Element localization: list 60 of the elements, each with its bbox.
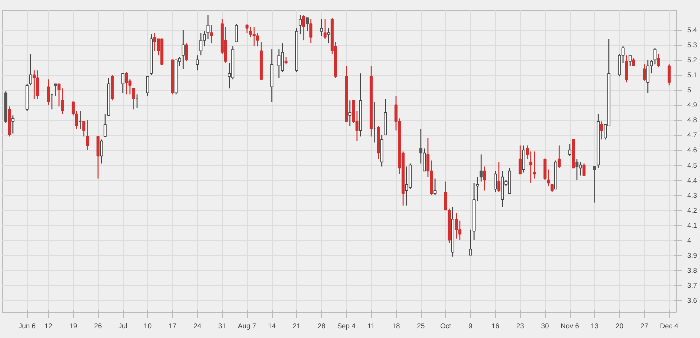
candlestick: [628, 55, 632, 67]
candlestick: [518, 145, 522, 175]
candlestick: [657, 54, 660, 68]
candlestick: [146, 76, 150, 97]
candlestick: [246, 24, 249, 34]
candlestick: [654, 48, 657, 66]
candlestick: [12, 115, 15, 134]
candlestick: [494, 170, 498, 193]
candlestick: [643, 64, 646, 82]
candlestick: [420, 128, 423, 164]
candlestick: [182, 30, 185, 70]
candlestick: [646, 60, 650, 94]
candlestick: [324, 19, 327, 40]
candlestick: [235, 24, 238, 43]
candlestick: [306, 18, 310, 32]
candlestick: [423, 148, 426, 172]
candlestick: [110, 74, 114, 102]
candlestick: [348, 100, 352, 127]
candlestick: [582, 163, 586, 176]
candlestick: [278, 49, 281, 79]
candlestick: [200, 32, 203, 56]
candlestick: [270, 49, 274, 103]
candlestick: [320, 19, 324, 37]
candlestick: [508, 168, 512, 194]
candlestick: [327, 28, 330, 44]
candlestick: [210, 25, 214, 44]
candlestick: [122, 73, 125, 94]
candlestick: [558, 145, 561, 169]
candlestick: [480, 154, 483, 182]
candlestick: [86, 120, 90, 151]
candlestick: [483, 166, 486, 192]
candlestick: [600, 121, 604, 140]
candlestick: [579, 162, 582, 176]
candlestick: [196, 55, 200, 72]
candlestick: [593, 166, 596, 204]
candlestick: [522, 145, 526, 174]
candlestick: [154, 32, 157, 52]
candlestick: [302, 14, 306, 42]
candlestick: [96, 136, 100, 180]
candlestick: [252, 26, 256, 48]
candlestick: [625, 55, 628, 84]
candlestick: [498, 162, 501, 193]
candlestick: [501, 170, 504, 208]
candlestick: [100, 139, 104, 164]
candlestick: [185, 43, 188, 62]
candlestick: [576, 158, 579, 181]
candlestick: [530, 151, 533, 184]
candlestick: [47, 79, 50, 106]
candlestick: [568, 144, 572, 157]
candlestick: [405, 166, 408, 206]
candlestick: [668, 64, 671, 86]
candlestick: [54, 84, 58, 97]
candlestick: [533, 151, 536, 180]
candlestick: [310, 19, 313, 44]
candlestick: [32, 70, 36, 100]
candlestick: [434, 178, 437, 196]
candlestick: [125, 72, 128, 96]
candlestick: [61, 88, 64, 115]
candlestick: [36, 70, 40, 100]
candlestick: [455, 212, 458, 240]
